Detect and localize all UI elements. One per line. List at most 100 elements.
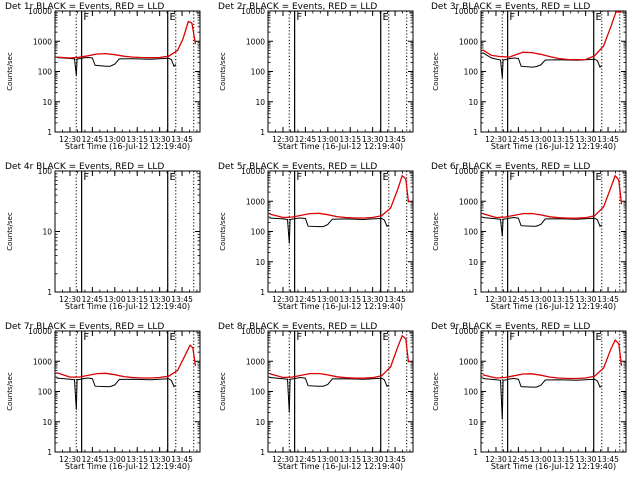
marker-E: E — [170, 172, 176, 183]
y-tick-label: 10000 — [28, 7, 52, 16]
panel-title: Det 2r BLACK = Events, RED = LLD — [218, 2, 377, 12]
y-axis-label: Counts/sec — [432, 372, 440, 411]
lld-series-line — [269, 334, 410, 379]
detector-plot-6: Det 6r BLACK = Events, RED = LLD Counts/s… — [431, 162, 627, 311]
y-tick-label: 10000 — [454, 167, 478, 176]
y-axis-label: Counts/sec — [6, 212, 14, 251]
y-tick-label: 10 — [255, 98, 265, 107]
panel-title: Det 8r BLACK = Events, RED = LLD — [218, 322, 377, 332]
y-tick-label: 1 — [473, 288, 478, 297]
y-tick-label: 10000 — [241, 167, 265, 176]
x-tick-label: 13:00 — [317, 135, 339, 144]
y-tick-label: 10 — [468, 98, 478, 107]
y-tick-label: 1000 — [246, 37, 265, 46]
x-tick-label: 13:45 — [171, 295, 193, 304]
x-tick-label: 13:15 — [339, 455, 361, 464]
panel-title: Det 3r BLACK = Events, RED = LLD — [431, 2, 590, 12]
y-axis-label: Counts/sec — [6, 52, 14, 91]
marker-F: F — [509, 332, 515, 343]
y-tick-label: 1000 — [459, 37, 478, 46]
x-tick-label: 12:30 — [272, 135, 294, 144]
y-tick-label: 10000 — [241, 7, 265, 16]
y-tick-label: 1 — [473, 448, 478, 457]
y-tick-label: 10 — [255, 418, 265, 427]
y-tick-label: 10000 — [454, 7, 478, 16]
y-tick-label: 1 — [47, 288, 52, 297]
x-tick-label: 13:45 — [597, 455, 619, 464]
marker-F: F — [83, 172, 89, 183]
x-tick-label: 13:45 — [384, 135, 406, 144]
detector-panel-3: Det 3r BLACK = Events, RED = LLD Counts/s… — [426, 0, 639, 160]
detector-plot-3: Det 3r BLACK = Events, RED = LLD Counts/s… — [431, 2, 627, 151]
x-tick-label: 13:15 — [126, 455, 148, 464]
y-tick-label: 1000 — [459, 197, 478, 206]
detector-plot-4: Det 4r BLACK = Events, RED = LLD Counts/s… — [5, 162, 201, 311]
x-tick-label: 13:00 — [317, 295, 339, 304]
y-tick-label: 100 — [38, 68, 53, 77]
y-tick-label: 1000 — [33, 357, 52, 366]
x-axis-label: Start Time (16-Jul-12 12:19:40) — [278, 462, 403, 471]
marker-E: E — [383, 12, 389, 23]
y-tick-label: 1000 — [33, 37, 52, 46]
x-tick-label: 13:45 — [384, 295, 406, 304]
y-axis-label: Counts/sec — [432, 212, 440, 251]
lld-series-line — [56, 20, 197, 59]
detector-panel-5: Det 5r BLACK = Events, RED = LLD Counts/s… — [213, 160, 426, 320]
y-tick-label: 1 — [473, 128, 478, 137]
marker-F: F — [83, 332, 89, 343]
x-tick-label: 13:30 — [149, 135, 171, 144]
y-tick-label: 10000 — [454, 327, 478, 336]
x-tick-label: 13:15 — [552, 295, 574, 304]
lld-series-line — [482, 174, 623, 219]
detector-panel-6: Det 6r BLACK = Events, RED = LLD Counts/s… — [426, 160, 639, 320]
lld-series-line — [269, 174, 410, 219]
y-tick-label: 10 — [468, 258, 478, 267]
x-tick-label: 13:30 — [362, 135, 384, 144]
x-tick-label: 12:30 — [485, 135, 507, 144]
events-series-line — [482, 216, 603, 237]
marker-F: F — [296, 332, 302, 343]
x-tick-label: 12:45 — [295, 455, 317, 464]
x-tick-label: 13:00 — [104, 295, 126, 304]
y-tick-label: 100 — [38, 167, 53, 176]
detector-panel-8: Det 8r BLACK = Events, RED = LLD Counts/s… — [213, 320, 426, 480]
marker-E: E — [170, 12, 176, 23]
lld-series-line — [482, 338, 623, 380]
detector-panel-4: Det 4r BLACK = Events, RED = LLD Counts/s… — [0, 160, 213, 320]
x-tick-label: 13:15 — [126, 295, 148, 304]
x-tick-label: 12:30 — [485, 295, 507, 304]
panel-title: Det 6r BLACK = Events, RED = LLD — [431, 162, 590, 172]
y-tick-label: 1 — [47, 128, 52, 137]
y-axis-label: Counts/sec — [219, 52, 227, 91]
marker-F: F — [296, 12, 302, 23]
y-tick-label: 100 — [251, 388, 266, 397]
events-series-line — [269, 217, 390, 244]
x-tick-label: 12:45 — [508, 135, 530, 144]
x-tick-label: 13:15 — [552, 455, 574, 464]
y-tick-label: 100 — [464, 388, 479, 397]
x-axis-label: Start Time (16-Jul-12 12:19:40) — [491, 462, 616, 471]
x-tick-label: 13:15 — [339, 295, 361, 304]
y-tick-label: 1000 — [246, 197, 265, 206]
x-tick-label: 13:00 — [104, 455, 126, 464]
x-tick-label: 13:45 — [171, 455, 193, 464]
marker-E: E — [596, 172, 602, 183]
x-tick-label: 13:00 — [104, 135, 126, 144]
y-tick-label: 10 — [468, 418, 478, 427]
x-axis-label: Start Time (16-Jul-12 12:19:40) — [278, 142, 403, 151]
detector-plot-5: Det 5r BLACK = Events, RED = LLD Counts/s… — [218, 162, 414, 311]
x-tick-label: 13:15 — [126, 135, 148, 144]
x-axis-label: Start Time (16-Jul-12 12:19:40) — [491, 302, 616, 311]
marker-F: F — [296, 172, 302, 183]
panel-title: Det 4r BLACK = Events, RED = LLD — [5, 162, 164, 172]
detector-plot-9: Det 9r BLACK = Events, RED = LLD Counts/s… — [431, 322, 627, 471]
x-axis-label: Start Time (16-Jul-12 12:19:40) — [491, 142, 616, 151]
lld-series-line — [482, 10, 622, 61]
x-tick-label: 13:45 — [384, 455, 406, 464]
detector-plot-1: Det 1r BLACK = Events, RED = LLD Counts/s… — [5, 2, 201, 151]
marker-F: F — [509, 172, 515, 183]
y-tick-label: 1 — [260, 448, 265, 457]
detector-panel-7: Det 7r BLACK = Events, RED = LLD Counts/s… — [0, 320, 213, 480]
events-series-line — [482, 377, 603, 420]
y-tick-label: 100 — [251, 68, 266, 77]
